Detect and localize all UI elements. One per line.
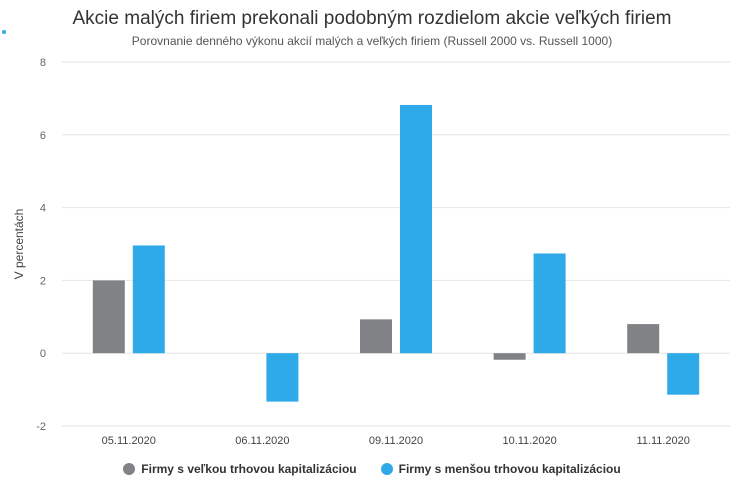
y-tick-label: 8: [40, 57, 46, 69]
y-tick-label: 2: [40, 275, 46, 287]
y-tick-label: -2: [36, 421, 46, 433]
chart-subtitle: Porovnanie denného výkonu akcií malých a…: [131, 34, 613, 48]
legend-item-large-cap[interactable]: Firmy s veľkou trhovou kapitalizáciou: [123, 462, 357, 476]
legend-label: Firmy s menšou trhovou kapitalizáciou: [398, 462, 621, 476]
x-tick-label: 06.11.2020: [235, 435, 289, 447]
bar-small-cap: [266, 353, 299, 402]
bar-large-cap: [92, 280, 125, 354]
x-tick-label: 05.11.2020: [102, 435, 156, 447]
decorative-dot: [2, 30, 6, 34]
chart-title: Akcie malých firiem prekonali podobným r…: [72, 8, 672, 29]
x-tick-label: 10.11.2020: [502, 435, 556, 447]
y-tick-label: 0: [40, 348, 46, 360]
y-tick-label: 4: [40, 203, 46, 215]
bar-large-cap: [360, 319, 392, 354]
bar-small-cap: [132, 245, 165, 354]
bar-large-cap: [627, 324, 660, 354]
legend-label: Firmy s veľkou trhovou kapitalizáciou: [141, 462, 357, 476]
bar-small-cap: [533, 253, 566, 354]
chart-legend: Firmy s veľkou trhovou kapitalizáciou Fir…: [0, 462, 744, 478]
bar-small-cap: [667, 353, 700, 395]
bar-small-cap: [400, 104, 432, 354]
legend-swatch: [123, 463, 136, 475]
x-tick-label: 09.11.2020: [369, 435, 423, 447]
bar-large-cap: [493, 353, 526, 360]
x-tick-label: 11.11.2020: [636, 435, 689, 447]
legend-swatch: [380, 463, 393, 475]
y-axis-label: V percentách: [12, 209, 26, 280]
y-tick-label: 6: [40, 130, 46, 142]
legend-item-small-cap[interactable]: Firmy s menšou trhovou kapitalizáciou: [380, 462, 621, 476]
